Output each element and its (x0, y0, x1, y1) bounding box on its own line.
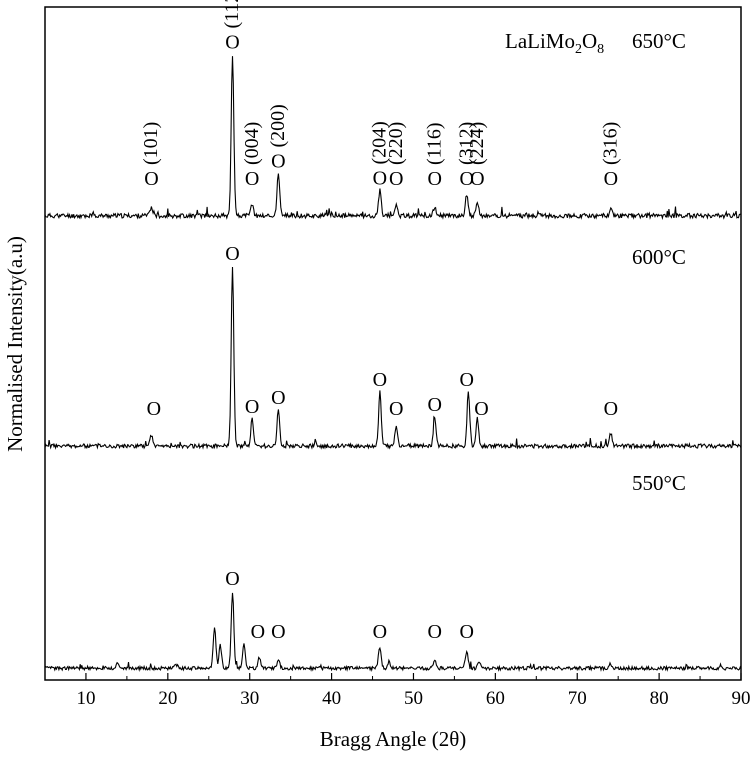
peak-marker: O (428, 621, 442, 643)
peak-marker: O (470, 168, 484, 190)
x-tick-label: 70 (568, 688, 587, 709)
x-tick-label: 90 (732, 688, 751, 709)
hkl-label: (112) (221, 0, 243, 29)
hkl-label: (312) (455, 122, 477, 165)
x-tick-label: 50 (404, 688, 423, 709)
peak-marker: O (604, 398, 618, 420)
x-axis-label: Bragg Angle (2θ) (320, 727, 467, 751)
x-tick-label: 30 (240, 688, 259, 709)
hkl-label: (200) (267, 104, 289, 147)
peak-marker: O (271, 151, 285, 173)
peak-marker: O (428, 394, 442, 416)
xrd-trace (44, 56, 742, 221)
hkl-label: (224) (466, 122, 488, 165)
peak-marker: O (251, 621, 265, 643)
x-tick-label: 80 (650, 688, 669, 709)
y-axis-label: Normalised Intensity(a.u) (3, 236, 27, 452)
peak-marker: O (604, 168, 618, 190)
peak-marker: O (245, 168, 259, 190)
series-label-600: 600°C (632, 245, 686, 269)
peak-markers: O (101) O (112) O (004) O (200) O (204) O (220) O (11… (140, 0, 621, 643)
peak-marker: O (271, 387, 285, 409)
hkl-label: (101) (140, 122, 162, 165)
peak-marker: O (389, 398, 403, 420)
peak-marker: O (373, 621, 387, 643)
compound-mid: O (582, 29, 597, 53)
hkl-label: (004) (241, 122, 263, 165)
traces (44, 56, 742, 673)
hkl-label: (316) (599, 122, 621, 165)
compound-label: LaLiMo2O8 (505, 29, 604, 57)
compound-sub1: 2 (575, 42, 582, 57)
x-tick-label: 20 (158, 688, 177, 709)
xrd-trace (44, 266, 742, 450)
compound-prefix: LaLiMo (505, 29, 575, 53)
peak-marker: O (225, 32, 239, 54)
plot-frame (44, 6, 742, 681)
peak-marker: O (459, 168, 473, 190)
series-label-550: 550°C (632, 471, 686, 495)
x-axis-ticks: 10 20 30 40 50 60 70 80 90 (44, 673, 751, 709)
peak-marker: O (373, 168, 387, 190)
hkl-label: (204) (368, 121, 390, 164)
peak-marker: O (271, 621, 285, 643)
compound-sub2: 8 (597, 42, 604, 57)
peak-marker: O (373, 369, 387, 391)
hkl-label: (220) (385, 122, 407, 165)
peak-marker: O (459, 621, 473, 643)
peak-marker: O (225, 568, 239, 590)
peak-marker: O (144, 168, 158, 190)
peak-marker: O (428, 168, 442, 190)
series-label-650: 650°C (632, 29, 686, 53)
peak-marker: O (147, 398, 161, 420)
peak-marker: O (459, 369, 473, 391)
xrd-trace (44, 592, 742, 673)
peak-marker: O (389, 168, 403, 190)
x-tick-label: 40 (322, 688, 341, 709)
x-tick-label: 10 (76, 688, 95, 709)
x-tick-label: 60 (486, 688, 505, 709)
peak-marker: O (225, 243, 239, 265)
peak-marker: O (474, 398, 488, 420)
peak-marker: O (245, 396, 259, 418)
hkl-label: (116) (423, 122, 445, 165)
